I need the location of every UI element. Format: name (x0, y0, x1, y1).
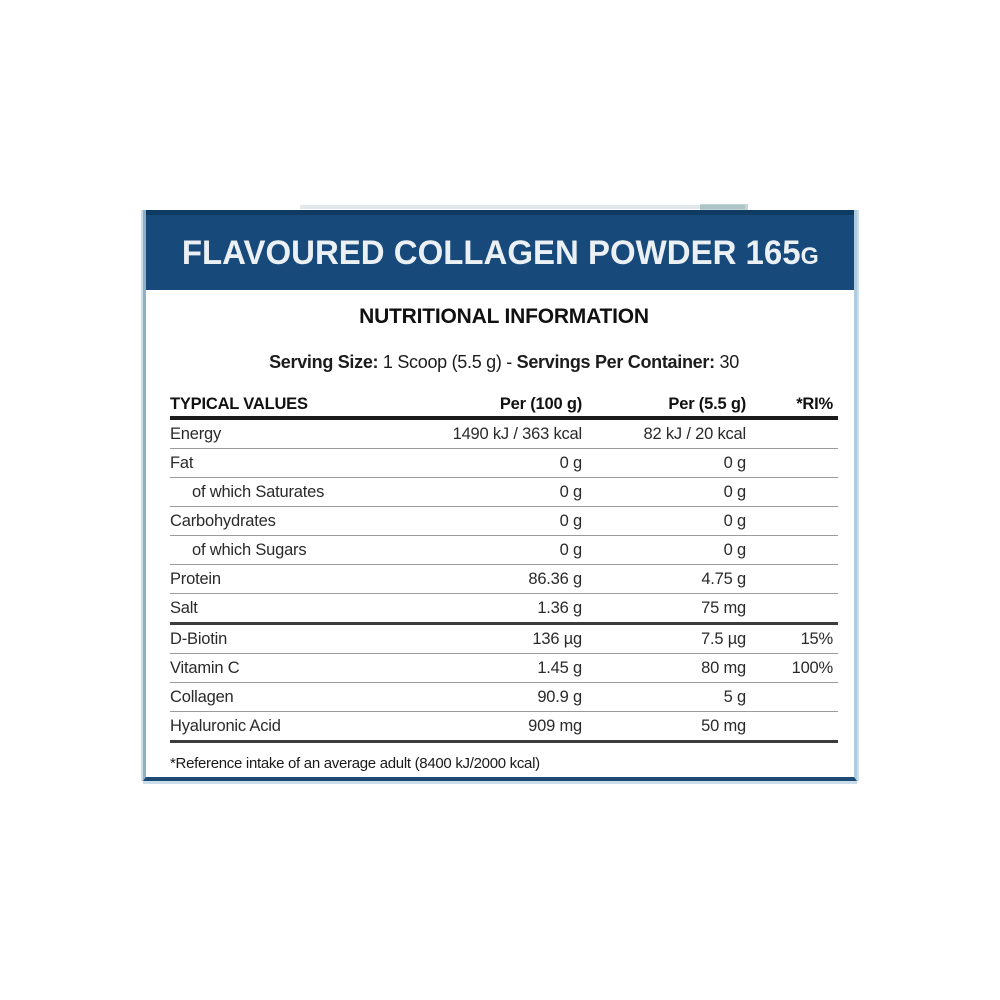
table-body: Energy 1490 kJ / 363 kcal 82 kJ / 20 kcal F… (170, 420, 838, 743)
serving-value: 1 Scoop (5.5 g) - (378, 352, 517, 372)
value-per-100g: 0 g (559, 511, 583, 530)
value-per-serving: 0 g (723, 453, 747, 472)
section-title: NUTRITIONAL INFORMATION (359, 305, 649, 328)
product-title-unit: G (800, 242, 819, 270)
table-row: Protein 86.36 g 4.75 g (170, 565, 838, 594)
table-row: Salt 1.36 g 75 mg (170, 594, 838, 625)
value-per-100g: 86.36 g (528, 569, 582, 588)
row-label: Energy (170, 424, 222, 443)
row-label: of which Sugars (192, 540, 307, 559)
value-per-serving: 80 mg (701, 658, 746, 677)
value-per-100g: 0 g (559, 540, 583, 559)
value-per-serving: 4.75 g (701, 569, 746, 588)
value-per-serving: 75 mg (701, 598, 746, 617)
value-per-100g: 0 g (559, 453, 583, 472)
serving-info-line: Serving Size: 1 Scoop (5.5 g) - Servings… (170, 352, 838, 372)
serving-label: Servings Per Container: (516, 352, 715, 372)
value-per-100g: 90.9 g (537, 687, 582, 706)
label-body: NUTRITIONAL INFORMATION Serving Size: 1 … (146, 290, 854, 772)
table-row: Collagen 90.9 g 5 g (170, 683, 838, 712)
column-header-typical-values: TYPICAL VALUES (170, 394, 308, 413)
value-per-100g: 909 mg (528, 716, 582, 735)
row-label: Salt (170, 598, 198, 617)
value-per-serving: 0 g (723, 540, 747, 559)
row-label: Carbohydrates (170, 511, 276, 530)
table-row: of which Sugars 0 g 0 g (170, 536, 838, 565)
reference-intake-footnote: *Reference intake of an average adult (8… (170, 755, 540, 772)
column-header-per-100g: Per (100 g) (499, 394, 582, 413)
value-per-serving: 7.5 µg (700, 629, 746, 648)
nutrition-table: TYPICAL VALUES Per (100 g) Per (5.5 g) *… (170, 392, 838, 743)
table-row: Fat 0 g 0 g (170, 449, 838, 478)
value-per-serving: 82 kJ / 20 kcal (643, 424, 747, 443)
product-title-main: FLAVOURED COLLAGEN POWDER 165 (181, 233, 801, 272)
serving-value: 30 (714, 352, 739, 372)
row-label: Fat (170, 453, 194, 472)
table-row: Energy 1490 kJ / 363 kcal 82 kJ / 20 kcal (170, 420, 838, 449)
value-per-serving: 5 g (723, 687, 747, 706)
product-title: FLAVOURED COLLAGEN POWDER 165G (182, 236, 819, 270)
product-title-bar: FLAVOURED COLLAGEN POWDER 165G (146, 210, 854, 290)
value-per-100g: 1.36 g (537, 598, 582, 617)
row-label: of which Saturates (192, 482, 325, 501)
column-header-per-serving: Per (5.5 g) (668, 394, 746, 413)
column-header-ri-percent: *RI% (796, 394, 833, 413)
serving-label: Serving Size: (269, 352, 379, 372)
value-per-100g: 136 µg (532, 629, 582, 648)
value-ri-percent: 15% (800, 629, 834, 648)
table-row: D-Biotin 136 µg 7.5 µg 15% (170, 625, 838, 654)
scan-artifact-strip (300, 205, 745, 209)
value-per-100g: 1.45 g (537, 658, 582, 677)
value-ri-percent: 100% (791, 658, 834, 677)
table-header-row: TYPICAL VALUES Per (100 g) Per (5.5 g) *… (170, 392, 838, 420)
row-label: Vitamin C (170, 658, 240, 677)
value-per-serving: 0 g (723, 482, 747, 501)
row-label: D-Biotin (170, 629, 228, 648)
nutrition-label: FLAVOURED COLLAGEN POWDER 165G NUTRITION… (143, 210, 857, 781)
table-row: Hyaluronic Acid 909 mg 50 mg (170, 712, 838, 743)
row-label: Collagen (170, 687, 234, 706)
row-label: Hyaluronic Acid (170, 716, 281, 735)
table-row: Carbohydrates 0 g 0 g (170, 507, 838, 536)
value-per-100g: 1490 kJ / 363 kcal (452, 424, 583, 443)
value-per-serving: 0 g (723, 511, 747, 530)
value-per-100g: 0 g (559, 482, 583, 501)
table-row: Vitamin C 1.45 g 80 mg 100% (170, 654, 838, 683)
row-label: Protein (170, 569, 221, 588)
value-per-serving: 50 mg (701, 716, 746, 735)
table-row: of which Saturates 0 g 0 g (170, 478, 838, 507)
scan-artifact-teal (700, 204, 748, 210)
